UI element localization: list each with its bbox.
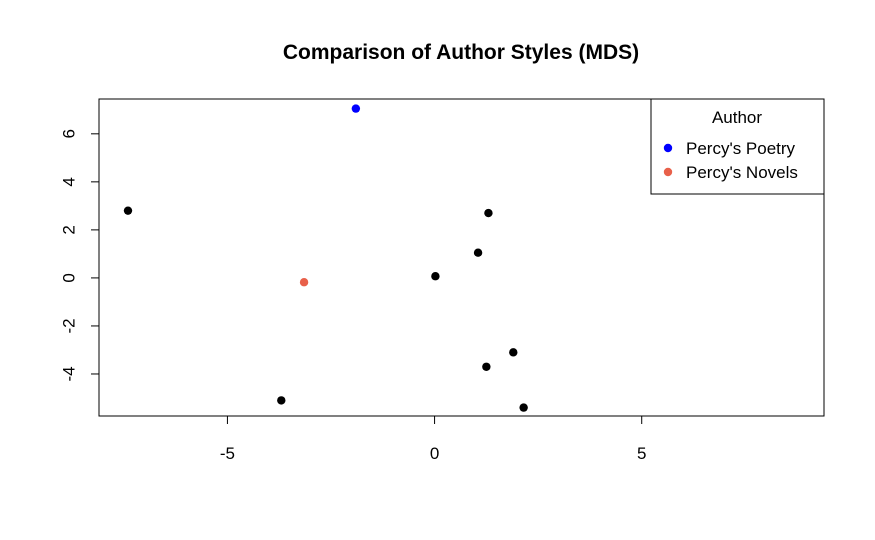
data-points <box>123 104 528 412</box>
data-point <box>277 396 286 405</box>
x-axis: -5 0 5 <box>220 415 646 463</box>
y-tick-label: 0 <box>60 273 79 282</box>
data-point <box>123 206 133 215</box>
legend-label: Percy's Novels <box>686 163 798 182</box>
data-point <box>482 362 491 371</box>
y-tick-label: 2 <box>60 225 79 234</box>
data-point <box>351 104 361 113</box>
chart-title: Comparison of Author Styles (MDS) <box>283 41 639 64</box>
y-tick-label: -4 <box>60 366 79 381</box>
data-point <box>431 272 440 281</box>
data-point <box>519 403 528 412</box>
x-tick-label: 0 <box>430 444 439 463</box>
data-point <box>473 248 483 257</box>
data-point <box>509 348 518 357</box>
y-tick-label: -2 <box>60 318 79 333</box>
legend-box <box>650 98 825 195</box>
y-axis: -4 -2 0 2 4 6 <box>60 129 100 382</box>
y-tick-label: 4 <box>60 177 79 186</box>
legend: Author Percy's Poetry Percy's Novels <box>650 98 825 195</box>
y-tick-label: 6 <box>60 129 79 138</box>
legend-marker <box>663 143 673 153</box>
x-tick-label: -5 <box>220 444 235 463</box>
x-tick-label: 5 <box>637 444 646 463</box>
legend-marker <box>663 167 673 177</box>
data-point <box>299 278 309 287</box>
legend-title: Author <box>712 108 762 127</box>
data-point <box>484 208 493 218</box>
legend-label: Percy's Poetry <box>686 139 796 158</box>
